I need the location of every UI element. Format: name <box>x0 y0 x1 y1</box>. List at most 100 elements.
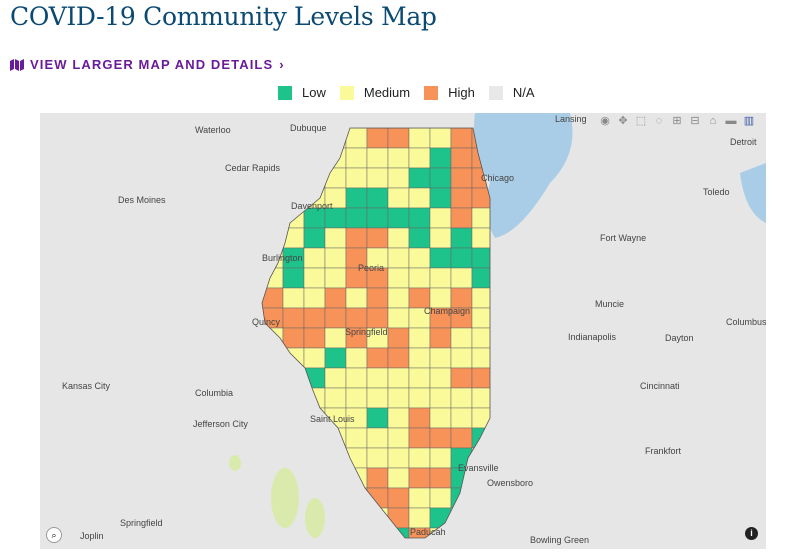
county[interactable] <box>429 487 452 509</box>
county[interactable] <box>345 307 368 329</box>
county[interactable] <box>471 527 493 548</box>
county[interactable] <box>324 527 347 548</box>
county[interactable] <box>303 307 326 329</box>
county[interactable] <box>387 467 410 489</box>
county[interactable] <box>429 167 452 189</box>
county[interactable] <box>366 147 389 169</box>
county[interactable] <box>303 327 326 349</box>
pan-icon[interactable]: ✥ <box>618 115 628 127</box>
county[interactable] <box>262 527 284 548</box>
county[interactable] <box>408 207 431 229</box>
county[interactable] <box>345 207 368 229</box>
county[interactable] <box>387 207 410 229</box>
county[interactable] <box>366 287 389 309</box>
county[interactable] <box>303 427 326 449</box>
county[interactable] <box>387 427 410 449</box>
county[interactable] <box>324 487 347 509</box>
county[interactable] <box>345 487 368 509</box>
county[interactable] <box>387 287 410 309</box>
zoom-out-icon[interactable]: ⊟ <box>690 115 700 127</box>
county[interactable] <box>282 287 305 309</box>
county[interactable] <box>282 267 305 289</box>
county[interactable] <box>408 227 431 249</box>
county[interactable] <box>262 187 284 209</box>
county[interactable] <box>429 367 452 389</box>
county[interactable] <box>282 167 305 189</box>
county[interactable] <box>429 427 452 449</box>
county[interactable] <box>387 367 410 389</box>
county[interactable] <box>408 447 431 469</box>
county[interactable] <box>471 487 493 509</box>
county[interactable] <box>282 527 305 548</box>
county[interactable] <box>471 427 493 449</box>
county[interactable] <box>429 347 452 369</box>
county[interactable] <box>429 407 452 429</box>
county[interactable] <box>262 407 284 429</box>
county[interactable] <box>429 467 452 489</box>
county[interactable] <box>429 267 452 289</box>
county[interactable] <box>345 447 368 469</box>
county[interactable] <box>262 427 284 449</box>
county[interactable] <box>324 327 347 349</box>
county[interactable] <box>408 147 431 169</box>
county[interactable] <box>366 347 389 369</box>
county[interactable] <box>408 427 431 449</box>
county[interactable] <box>408 387 431 409</box>
county[interactable] <box>324 287 347 309</box>
county[interactable] <box>408 507 431 529</box>
county[interactable] <box>345 427 368 449</box>
county[interactable] <box>408 167 431 189</box>
county[interactable] <box>450 147 473 169</box>
county[interactable] <box>324 427 347 449</box>
county[interactable] <box>429 187 452 209</box>
county[interactable] <box>324 307 347 329</box>
county[interactable] <box>387 407 410 429</box>
county[interactable] <box>450 367 473 389</box>
county[interactable] <box>387 167 410 189</box>
county[interactable] <box>262 227 284 249</box>
county[interactable] <box>303 267 326 289</box>
zoom-in-icon[interactable]: ⊞ <box>672 115 682 127</box>
county[interactable] <box>366 367 389 389</box>
county[interactable] <box>324 247 347 269</box>
county[interactable] <box>324 447 347 469</box>
legend-item-na[interactable]: N/A <box>488 85 535 100</box>
county[interactable] <box>450 507 473 529</box>
county[interactable] <box>429 227 452 249</box>
county[interactable] <box>450 387 473 409</box>
county[interactable] <box>324 387 347 409</box>
county[interactable] <box>450 347 473 369</box>
county[interactable] <box>429 147 452 169</box>
county[interactable] <box>262 347 284 369</box>
county[interactable] <box>282 327 305 349</box>
county[interactable] <box>345 227 368 249</box>
county[interactable] <box>282 427 305 449</box>
county[interactable] <box>366 467 389 489</box>
county[interactable] <box>366 207 389 229</box>
county[interactable] <box>262 387 284 409</box>
county[interactable] <box>303 387 326 409</box>
county[interactable] <box>450 407 473 429</box>
view-larger-map-link[interactable]: VIEW LARGER MAP AND DETAILS › <box>10 57 285 72</box>
county[interactable] <box>408 407 431 429</box>
info-icon[interactable]: i <box>745 527 758 540</box>
county[interactable] <box>429 128 452 149</box>
county[interactable] <box>408 467 431 489</box>
camera-icon[interactable]: ◉ <box>600 115 610 127</box>
box-select-icon[interactable]: ⬚ <box>635 115 647 127</box>
county[interactable] <box>282 447 305 469</box>
county[interactable] <box>324 128 347 149</box>
county[interactable] <box>366 487 389 509</box>
county[interactable] <box>408 367 431 389</box>
county[interactable] <box>387 387 410 409</box>
county[interactable] <box>262 367 284 389</box>
county[interactable] <box>366 507 389 529</box>
county[interactable] <box>345 527 368 548</box>
county[interactable] <box>303 447 326 469</box>
tag-icon[interactable]: ▬ <box>725 115 737 127</box>
county[interactable] <box>366 128 389 149</box>
county[interactable] <box>450 187 473 209</box>
county[interactable] <box>387 187 410 209</box>
county[interactable] <box>450 128 473 149</box>
county[interactable] <box>408 527 431 548</box>
